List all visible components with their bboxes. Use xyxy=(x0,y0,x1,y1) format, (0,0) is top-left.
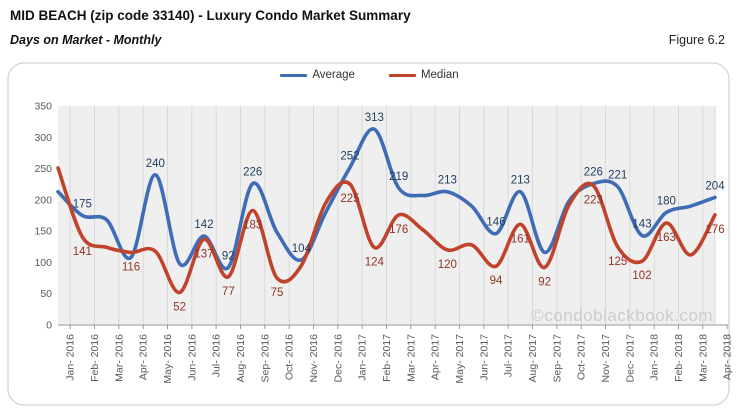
x-axis-tick-label: Apr- 2016 xyxy=(138,334,150,380)
x-axis-tick-label: Mar- 2018 xyxy=(697,334,709,382)
average-data-label: 240 xyxy=(146,158,165,170)
x-axis-tick-label: Apr- 2017 xyxy=(430,334,442,380)
y-axis-tick-label: 300 xyxy=(34,132,52,144)
x-axis-tick-label: Jun- 2016 xyxy=(186,334,198,381)
median-data-label: 125 xyxy=(608,256,627,268)
chart-subtitle: Days on Market - Monthly xyxy=(10,33,162,47)
x-axis-tick-label: Sep- 2016 xyxy=(259,334,271,383)
y-axis-tick-label: 200 xyxy=(34,194,52,206)
average-data-label: 313 xyxy=(365,112,384,124)
x-axis-tick-label: Feb- 2016 xyxy=(89,334,101,382)
x-axis-tick-label: Mar- 2017 xyxy=(405,334,417,382)
y-axis-tick-label: 250 xyxy=(34,163,52,175)
x-axis-tick-label: Feb- 2017 xyxy=(381,334,393,382)
x-axis-tick-label: Oct- 2017 xyxy=(576,334,588,380)
watermark: ©condoblackbook.com xyxy=(531,306,713,325)
x-axis-tick-label: Feb- 2018 xyxy=(673,334,685,382)
x-axis-tick-label: May- 2016 xyxy=(162,334,174,384)
average-data-label: 92 xyxy=(222,250,235,262)
average-data-label: 204 xyxy=(705,180,725,192)
median-data-label: 120 xyxy=(438,259,457,271)
average-data-label: 146 xyxy=(486,217,505,229)
average-data-label: 213 xyxy=(511,175,530,187)
x-axis-tick-label: Jan- 2017 xyxy=(357,334,369,381)
x-axis-tick-label: Nov- 2016 xyxy=(308,334,320,383)
x-axis-tick-label: Jun- 2017 xyxy=(478,334,490,381)
median-data-label: 116 xyxy=(122,261,140,273)
y-axis-tick-label: 350 xyxy=(34,101,52,113)
median-data-label: 223 xyxy=(584,194,603,206)
median-data-label: 161 xyxy=(511,233,530,245)
average-data-label: 213 xyxy=(438,175,457,187)
median-data-label: 137 xyxy=(194,248,213,260)
median-data-label: 176 xyxy=(705,224,724,236)
x-axis-tick-label: Dec- 2016 xyxy=(332,334,344,383)
median-data-label: 92 xyxy=(538,276,551,288)
x-axis-tick-label: Aug- 2017 xyxy=(527,334,539,383)
median-data-label: 75 xyxy=(271,287,284,299)
page-title: MID BEACH (zip code 33140) - Luxury Cond… xyxy=(10,8,411,23)
median-data-label: 102 xyxy=(632,270,651,282)
average-data-label: 180 xyxy=(657,195,676,207)
x-axis-tick-label: Jan- 2018 xyxy=(649,334,661,381)
median-data-label: 163 xyxy=(657,232,676,244)
median-data-label: 94 xyxy=(490,275,503,287)
median-data-label: 225 xyxy=(340,193,359,205)
median-data-label: 77 xyxy=(222,286,235,298)
median-data-label: 183 xyxy=(243,219,262,231)
average-data-label: 219 xyxy=(389,171,408,183)
median-series-line xyxy=(56,166,717,295)
y-axis-tick-label: 50 xyxy=(40,288,52,300)
x-axis-tick-label: Dec- 2017 xyxy=(624,334,636,383)
median-data-label: 52 xyxy=(173,301,186,313)
y-axis-tick-label: 100 xyxy=(34,257,52,269)
subtitle-row: Days on Market - Monthly Figure 6.2 xyxy=(10,33,725,47)
chart-canvas: ©condoblackbook.com Jan- 2016 Feb- 2016 Mar… xyxy=(7,62,734,406)
x-axis-tick-label: Jul- 2017 xyxy=(503,334,515,377)
x-axis-tick-label: Jul- 2016 xyxy=(211,334,223,377)
average-data-label: 226 xyxy=(243,167,262,179)
x-axis-tick-label: Mar- 2016 xyxy=(113,334,125,382)
x-axis-tick-label: Oct- 2016 xyxy=(284,334,296,380)
figure-label: Figure 6.2 xyxy=(668,33,725,47)
median-data-label: 141 xyxy=(73,246,92,258)
average-data-label: 175 xyxy=(73,199,92,211)
x-axis-tick-label: May- 2017 xyxy=(454,334,466,384)
y-axis-tick-label: 150 xyxy=(34,226,52,238)
chart-area: ©condoblackbook.com Jan- 2016 Feb- 2016 Mar… xyxy=(0,60,739,409)
average-data-label: 221 xyxy=(608,170,627,182)
average-data-label: 252 xyxy=(340,150,359,162)
median-data-label: 124 xyxy=(365,256,385,268)
average-data-label: 143 xyxy=(632,219,651,231)
average-data-label: 142 xyxy=(194,219,213,231)
x-axis-tick-label: Apr- 2018 xyxy=(722,334,734,380)
average-data-label: 226 xyxy=(584,167,603,179)
y-axis-tick-label: 0 xyxy=(46,320,52,332)
median-data-label: 176 xyxy=(389,224,408,236)
x-axis-tick-label: Sep- 2017 xyxy=(551,334,563,383)
average-series-line xyxy=(56,127,717,271)
average-data-label: 104 xyxy=(292,243,312,255)
x-axis-tick-label: Jan- 2016 xyxy=(65,334,77,381)
x-axis-tick-label: Nov- 2017 xyxy=(600,334,612,383)
x-axis-tick-label: Aug- 2016 xyxy=(235,334,247,383)
